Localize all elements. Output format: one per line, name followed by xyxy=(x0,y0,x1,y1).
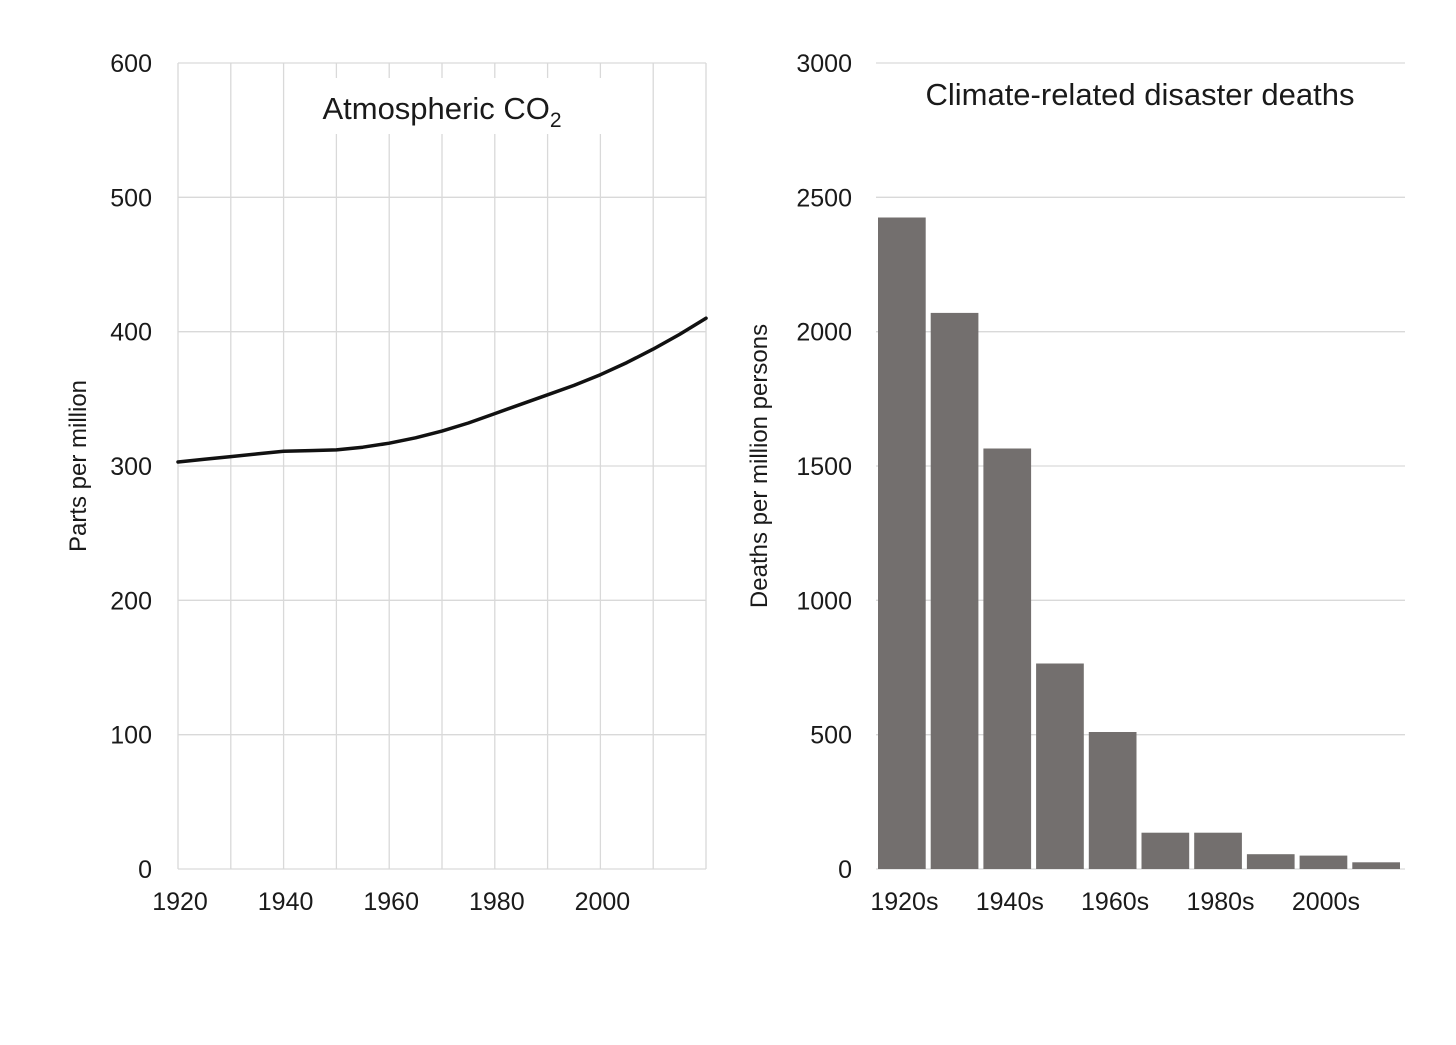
co2-x-tick-labels: 1920 1940 1960 1980 2000 xyxy=(152,888,630,916)
deaths-y-tick-labels: 0 500 1000 1500 2000 2500 3000 xyxy=(796,50,852,884)
deaths-y-tick-label: 1500 xyxy=(796,453,852,481)
deaths-bar-2010s xyxy=(1352,862,1400,869)
co2-x-tick-label: 1940 xyxy=(258,888,314,916)
deaths-bars xyxy=(878,217,1400,869)
deaths-y-tick-label: 2500 xyxy=(796,184,852,212)
co2-x-tick-label: 1960 xyxy=(363,888,419,916)
deaths-x-tick-label: 1960s xyxy=(1081,888,1149,916)
deaths-y-tick-label: 3000 xyxy=(796,50,852,78)
deaths-chart: Climate-related disaster deaths 0 500 1000… xyxy=(746,50,1405,916)
deaths-x-tick-label: 1940s xyxy=(976,888,1044,916)
co2-chart: Atmospheric CO2 0 100 200 300 400 500 600 1920… xyxy=(65,50,708,916)
deaths-bar-1970s xyxy=(1141,832,1190,869)
co2-y-tick-label: 0 xyxy=(138,856,152,884)
co2-y-axis-title: Parts per million xyxy=(65,380,92,552)
co2-y-tick-labels: 0 100 200 300 400 500 600 xyxy=(110,50,152,884)
deaths-title-line-1: Climate-related disaster deaths xyxy=(925,77,1354,112)
co2-series-line xyxy=(176,316,708,464)
co2-x-tick-label: 2000 xyxy=(575,888,631,916)
co2-title-main: Atmospheric CO xyxy=(322,91,549,126)
deaths-y-tick-label: 2000 xyxy=(796,319,852,347)
deaths-bar-1990s xyxy=(1246,854,1295,869)
deaths-bar-1960s xyxy=(1088,732,1137,869)
co2-y-tick-label: 200 xyxy=(110,587,152,615)
deaths-bar-1940s xyxy=(983,448,1032,869)
co2-title-background xyxy=(286,78,602,134)
deaths-bar-1980s xyxy=(1194,832,1242,869)
deaths-y-tick-label: 1000 xyxy=(796,587,852,615)
co2-y-tick-label: 300 xyxy=(110,453,152,481)
deaths-bar-1950s xyxy=(1036,663,1084,869)
deaths-x-tick-labels: 1920s 1940s 1960s 1980s 2000s xyxy=(870,888,1360,916)
co2-gridlines xyxy=(177,62,707,870)
deaths-chart-title: Climate-related disaster deaths xyxy=(925,77,1354,112)
deaths-y-tick-label: 0 xyxy=(838,856,852,884)
deaths-bar-1920s xyxy=(878,217,926,869)
deaths-x-tick-label: 1920s xyxy=(870,888,938,916)
deaths-bar-2000s xyxy=(1299,855,1348,869)
deaths-y-axis-title: Deaths per million persons xyxy=(746,324,773,608)
co2-y-tick-label: 100 xyxy=(110,722,152,750)
co2-y-tick-label: 400 xyxy=(110,319,152,347)
deaths-bar-1930s xyxy=(930,312,979,869)
co2-x-tick-label: 1920 xyxy=(152,888,208,916)
co2-title-subscript: 2 xyxy=(550,109,562,132)
co2-chart-title: Atmospheric CO2 xyxy=(322,91,561,132)
co2-y-tick-label: 600 xyxy=(110,50,152,78)
deaths-y-tick-label: 500 xyxy=(810,722,852,750)
deaths-x-tick-label: 1980s xyxy=(1186,888,1254,916)
co2-y-tick-label: 500 xyxy=(110,184,152,212)
deaths-x-tick-label: 2000s xyxy=(1292,888,1360,916)
co2-x-tick-label: 1980 xyxy=(469,888,525,916)
